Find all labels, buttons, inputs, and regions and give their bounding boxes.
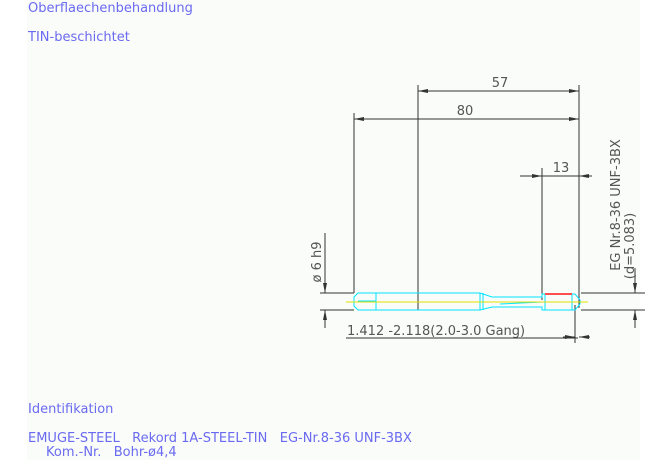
thread-designation-label: EG Nr.8-36 UNF-3BX [609, 139, 624, 271]
drawing-sheet [27, 0, 640, 460]
dim-13-label: 13 [553, 161, 570, 176]
dim-80-label: 80 [457, 104, 474, 119]
diameter-label: ø 6 h9 [310, 242, 325, 283]
thread-diameter-label: (d=5.083) [623, 213, 638, 280]
surface-heading: Oberflaechenbehandlung [28, 1, 193, 16]
surface-value: TIN-beschichtet [27, 30, 130, 45]
extension-lines [320, 85, 645, 343]
dim-57-label: 57 [492, 76, 509, 91]
chamfer-range-label: 1.412 -2.118(2.0-3.0 Gang) [347, 324, 525, 339]
ident-line-2: Kom.-Nr. Bohr-ø4,4 [46, 445, 177, 460]
ident-line-1: EMUGE-STEEL Rekord 1A-STEEL-TIN EG-Nr.8-… [28, 431, 412, 446]
ident-heading: Identifikation [28, 402, 113, 417]
